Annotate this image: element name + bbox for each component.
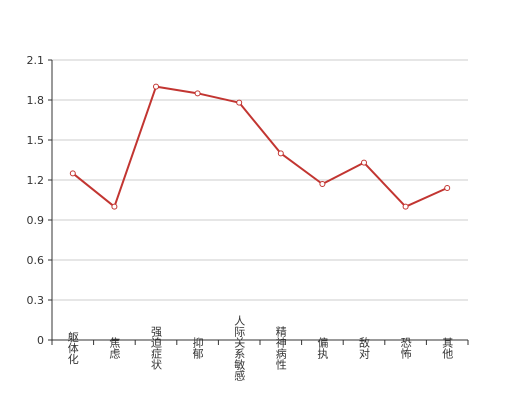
x-tick-label: 恐怖 (399, 337, 412, 359)
series-layer (69, 83, 451, 210)
data-point[interactable] (194, 90, 201, 97)
data-point[interactable] (361, 159, 367, 166)
y-axis-ticks: 0 0.3 0.6 0.9 1.2 1.5 1.8 2.1 (27, 54, 52, 347)
x-tick-label: 抑郁 (191, 336, 204, 359)
x-tick-label: 其他 (441, 337, 454, 359)
x-axis-ticks: 躯体化 焦虑 强迫症状 抑郁 人际关系敏感 精神病性 偏执 敌对 恐怖 其他 (51, 315, 469, 381)
y-tick-label: 0.6 (27, 254, 45, 267)
data-point[interactable] (444, 185, 451, 191)
y-tick-label: 2.1 (27, 54, 45, 67)
data-point[interactable] (319, 181, 326, 187)
x-tick-label: 人际关系敏感 (233, 315, 246, 381)
y-tick-label: 1.8 (27, 94, 45, 107)
data-point[interactable] (402, 203, 409, 210)
axes (51, 60, 468, 341)
x-tick-label: 焦虑 (108, 337, 121, 359)
y-tick-label: 0.3 (27, 294, 45, 307)
x-tick-label: 躯体化 (66, 331, 79, 365)
y-tick-label: 0.9 (27, 214, 45, 227)
y-tick-label: 1.2 (27, 174, 45, 187)
data-point[interactable] (236, 99, 243, 106)
grid-lines (52, 59, 468, 301)
x-tick-label: 强迫症状 (150, 326, 163, 370)
x-tick-label: 偏执 (316, 336, 329, 360)
y-tick-label: 1.5 (27, 134, 45, 147)
data-point[interactable] (153, 83, 159, 90)
series-line (72, 85, 448, 208)
y-tick-label: 0 (37, 334, 44, 347)
x-tick-label: 精神病性 (274, 326, 287, 371)
data-point[interactable] (69, 170, 76, 177)
data-point[interactable] (111, 203, 118, 210)
data-point[interactable] (277, 150, 284, 157)
x-tick-label: 敌对 (358, 336, 371, 359)
